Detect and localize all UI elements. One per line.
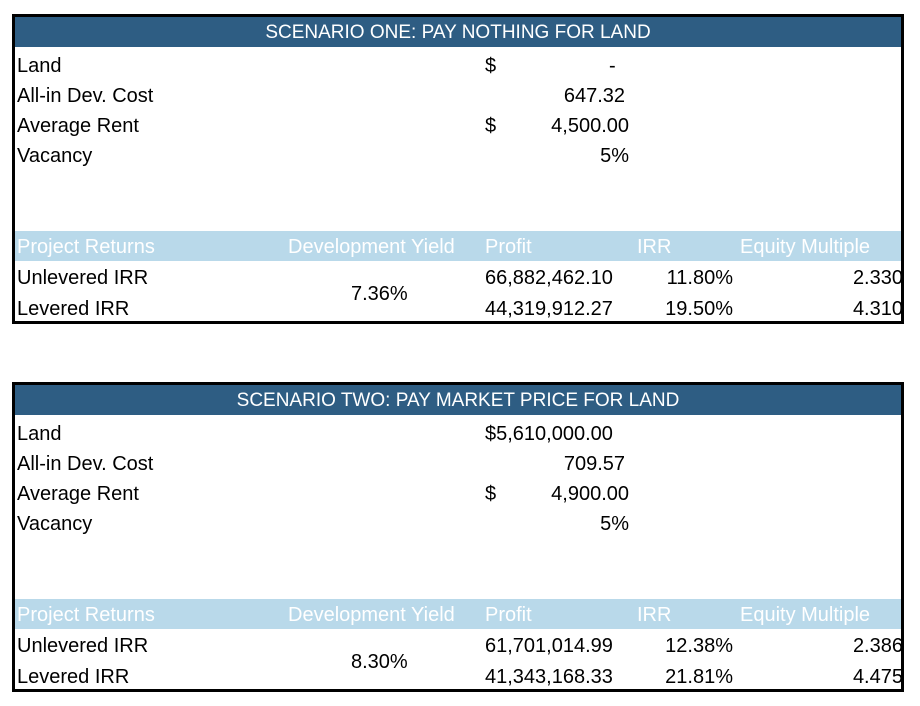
scenario-two-table: SCENARIO TWO: PAY MARKET PRICE FOR LAND …: [12, 382, 904, 692]
levered-irr: 21.81%: [665, 666, 733, 688]
levered-label: Levered IRR: [17, 298, 130, 320]
scenario-title: SCENARIO TWO: PAY MARKET PRICE FOR LAND: [15, 385, 901, 415]
development-yield-header: Development Yield: [288, 236, 455, 258]
irr-header: IRR: [637, 236, 672, 258]
vacancy-label: Vacancy: [17, 145, 93, 167]
land-currency: $: [485, 55, 497, 77]
levered-multiple: 4.475: [852, 666, 903, 688]
levered-profit: 41,343,168.33: [485, 666, 613, 688]
profit-header: Profit: [485, 236, 532, 258]
dev-cost-value: 709.57: [563, 453, 625, 475]
unlevered-profit: 66,882,462.10: [485, 267, 613, 289]
land-label: Land: [17, 423, 62, 445]
project-returns-header: Project Returns: [17, 236, 155, 258]
vacancy-value: 5%: [600, 145, 629, 167]
development-yield-header: Development Yield: [288, 604, 455, 626]
unlevered-multiple: 2.330: [852, 267, 903, 289]
rent-label: Average Rent: [17, 483, 139, 505]
returns-header-band: Project Returns Development Yield Profit…: [15, 231, 901, 261]
land-value: -: [609, 55, 616, 77]
returns-header-band: Project Returns Development Yield Profit…: [15, 599, 901, 629]
unlevered-irr: 11.80%: [666, 267, 733, 289]
rent-currency: $: [485, 483, 497, 505]
equity-multiple-header: Equity Multiple: [740, 604, 871, 626]
scenario-one-table: SCENARIO ONE: PAY NOTHING FOR LAND Land …: [12, 14, 904, 324]
profit-header: Profit: [485, 604, 532, 626]
levered-profit: 44,319,912.27: [485, 298, 613, 320]
unlevered-label: Unlevered IRR: [17, 267, 149, 289]
scenario-title: SCENARIO ONE: PAY NOTHING FOR LAND: [15, 17, 901, 47]
unlevered-irr: 12.38%: [665, 635, 733, 657]
unlevered-label: Unlevered IRR: [17, 635, 149, 657]
rent-currency: $: [485, 115, 497, 137]
land-value: $5,610,000.00: [485, 423, 613, 445]
levered-multiple: 4.310: [852, 298, 903, 320]
vacancy-value: 5%: [600, 513, 629, 535]
development-yield-value: 8.30%: [351, 651, 408, 673]
irr-header: IRR: [637, 604, 672, 626]
equity-multiple-header: Equity Multiple: [740, 236, 871, 258]
rent-value: 4,500.00: [551, 115, 629, 137]
levered-label: Levered IRR: [17, 666, 130, 688]
dev-cost-value: 647.32: [563, 85, 625, 107]
levered-irr: 19.50%: [665, 298, 733, 320]
dev-cost-label: All-in Dev. Cost: [17, 85, 154, 107]
rent-label: Average Rent: [17, 115, 139, 137]
rent-value: 4,900.00: [551, 483, 629, 505]
unlevered-profit: 61,701,014.99: [485, 635, 613, 657]
unlevered-multiple: 2.386: [852, 635, 903, 657]
vacancy-label: Vacancy: [17, 513, 93, 535]
dev-cost-label: All-in Dev. Cost: [17, 453, 154, 475]
project-returns-header: Project Returns: [17, 604, 155, 626]
land-label: Land: [17, 55, 62, 77]
development-yield-value: 7.36%: [351, 283, 408, 305]
